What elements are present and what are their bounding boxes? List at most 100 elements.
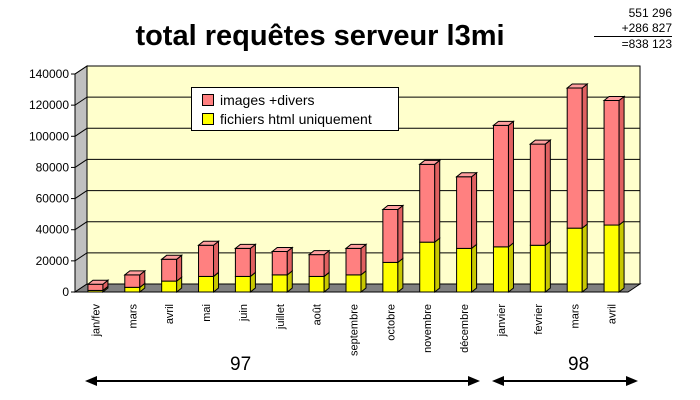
bar-top-11 (492, 120, 515, 126)
bar-images-2 (161, 258, 178, 282)
bar-images-14 (603, 99, 620, 226)
x-tick-label-14: avril (607, 304, 619, 324)
bar-images-0 (87, 283, 104, 291)
x-tick-label-13: mars (570, 304, 582, 329)
x-tick-label-4: juin (238, 304, 250, 322)
bar-images-12 (529, 143, 546, 246)
bar-side-images-13 (581, 82, 588, 230)
bar-images-5 (271, 251, 288, 276)
gridline-diag (74, 221, 88, 231)
x-tick-label-3: mai (201, 304, 213, 322)
bar-side-images-8 (397, 204, 404, 264)
x-tick-label-10: décembre (459, 304, 471, 353)
bar-html-1 (124, 286, 141, 293)
bar-html-13 (566, 227, 583, 293)
bar-side-images-5 (286, 246, 293, 276)
y-tick-label: 100000 (29, 129, 69, 143)
bar-top-3 (197, 240, 220, 246)
legend-item-images: images +divers (202, 91, 315, 109)
bar-side-html-8 (397, 257, 404, 294)
bar-html-2 (161, 280, 178, 293)
bar-html-14 (603, 224, 620, 293)
gridline-diag (74, 127, 88, 137)
bar-images-13 (566, 87, 583, 229)
legend-item-html: fichiers html uniquement (202, 110, 372, 128)
bar-html-5 (271, 274, 288, 293)
bar-images-11 (492, 124, 509, 248)
chart-legend: images +divers fichiers html uniquement (191, 87, 399, 131)
gridline-diag (74, 159, 88, 168)
summation-line-1: 551 296 (628, 6, 672, 20)
x-tick-label-0: jan/fev (90, 304, 102, 338)
bar-top-1 (123, 270, 147, 276)
x-tick-label-6: août (312, 304, 324, 325)
y-tick-label: 0 (62, 285, 69, 299)
gridline-diag (74, 96, 88, 106)
chart-bars (86, 82, 626, 294)
bar-html-4 (234, 275, 251, 293)
bar-html-9 (419, 241, 436, 293)
x-tick-label-5: juillet (275, 304, 287, 330)
chart-title: total requêtes serveur l3mi (135, 20, 505, 52)
x-tick-label-12: fevrier (533, 304, 545, 335)
bar-side-images-14 (618, 95, 625, 227)
bar-side-images-4 (249, 243, 256, 278)
gridline-diag (74, 190, 88, 199)
bar-html-12 (529, 244, 546, 293)
summation-box: 551 296 +286 827 =838 123 (594, 6, 672, 52)
bar-side-html-9 (434, 237, 441, 294)
bar-html-10 (456, 247, 473, 293)
bar-images-9 (419, 163, 436, 243)
range-arrow-97-head-left (85, 376, 97, 386)
gridline-diag (74, 65, 88, 75)
bar-top-8 (381, 204, 405, 210)
bar-side-images-11 (507, 120, 514, 248)
y-tick-label: 60000 (36, 192, 70, 206)
bar-html-7 (345, 274, 362, 293)
bar-images-3 (198, 244, 215, 277)
bar-images-10 (456, 176, 473, 249)
chart-labels: 0 20000 40000 60000 80000 100000 120000 140000 j… (29, 67, 638, 386)
bar-side-html-11 (507, 241, 514, 294)
bar-top-2 (160, 254, 184, 260)
bar-side-html-13 (581, 223, 588, 294)
chart-side-wall (74, 65, 88, 293)
y-tick-label: 80000 (36, 160, 70, 174)
range-arrow-98-head-right (626, 376, 638, 386)
bar-top-0 (86, 279, 110, 285)
bar-html-8 (382, 261, 399, 293)
year-label-97: 97 (230, 354, 252, 375)
bar-top-12 (528, 139, 552, 145)
legend-swatch-images (202, 94, 214, 107)
bar-side-html-10 (471, 243, 478, 294)
bar-side-html-14 (618, 220, 625, 294)
legend-label-html: fichiers html uniquement (220, 111, 372, 127)
bar-images-4 (234, 247, 251, 277)
bar-side-images-12 (544, 139, 551, 247)
bar-top-6 (307, 250, 331, 256)
bar-side-html-12 (544, 240, 551, 294)
bar-top-4 (233, 243, 257, 249)
year-label-98: 98 (568, 354, 590, 375)
bar-images-7 (345, 247, 362, 276)
bar-side-images-10 (471, 171, 478, 250)
bar-html-6 (308, 275, 325, 293)
bar-top-5 (270, 247, 294, 253)
bar-side-images-7 (360, 243, 367, 276)
bar-top-9 (418, 159, 442, 165)
bar-top-14 (602, 95, 626, 101)
bar-images-8 (382, 208, 399, 263)
summation-line-2: +286 827 (621, 21, 672, 35)
y-tick-label: 40000 (36, 223, 70, 237)
bar-html-3 (198, 275, 215, 293)
y-tick-label: 140000 (29, 67, 69, 81)
x-tick-label-8: octobre (385, 304, 397, 341)
bar-images-6 (308, 254, 325, 277)
bar-top-13 (565, 83, 589, 89)
x-tick-label-2: avril (164, 304, 176, 324)
gridline-diag (74, 252, 88, 262)
bar-top-10 (455, 172, 479, 178)
bar-side-images-9 (434, 159, 441, 244)
legend-swatch-html (202, 113, 214, 126)
